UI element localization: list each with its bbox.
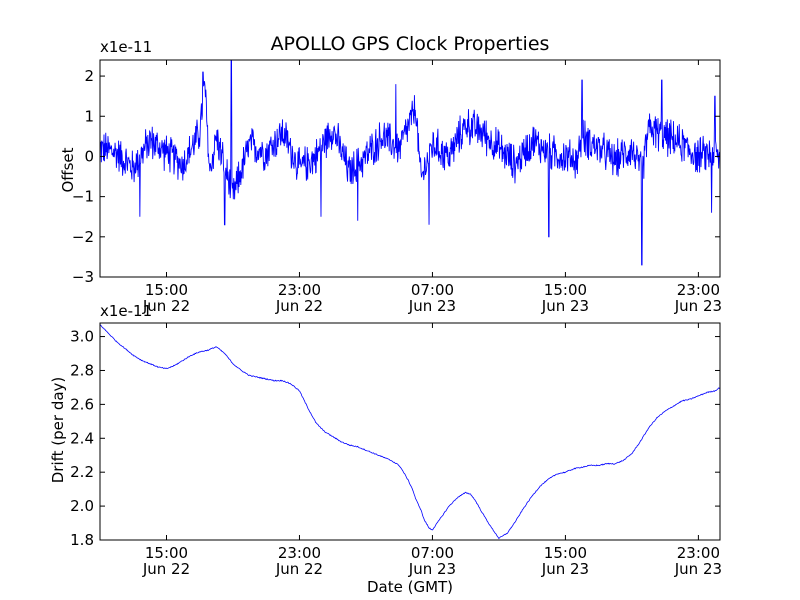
drift-panel: x1e-11 Drift (per day) Date (GMT) 1.8 2.0…: [49, 302, 722, 596]
drift-x-tick-label-time: 15:00: [544, 544, 587, 562]
offset-x-tick-label-time: 07:00: [411, 281, 454, 299]
drift-x-tick-label-time: 23:00: [278, 544, 321, 562]
offset-axes-frame: [99, 59, 721, 278]
drift-x-tick-label-date: Jun 23: [408, 560, 456, 578]
offset-x-tick-label-time: 15:00: [544, 281, 587, 299]
offset-x-tick-label-date: Jun 23: [541, 297, 589, 315]
drift-axes-frame: [99, 322, 721, 541]
drift-x-tick-label-date: Jun 22: [142, 560, 190, 578]
drift-y-tick-label: 3.0: [70, 328, 94, 346]
drift-y-tick-label: 2.6: [70, 395, 94, 413]
offset-x-tick-label-date: Jun 23: [674, 297, 722, 315]
offset-x-tick-label-time: 23:00: [677, 281, 720, 299]
drift-y-tick-label: 1.8: [70, 531, 94, 549]
offset-y-tick-label: −1: [72, 188, 94, 206]
drift-y-axis-label: Drift (per day): [49, 377, 67, 484]
offset-x-tick-label-time: 23:00: [278, 281, 321, 299]
offset-y-tick-label: −2: [72, 228, 94, 246]
offset-x-tick-label-time: 15:00: [145, 281, 188, 299]
offset-y-tick-label: 1: [84, 107, 94, 125]
offset-x-tick-label-date: Jun 22: [275, 297, 323, 315]
drift-scale-label: x1e-11: [100, 302, 152, 320]
drift-x-tick-label-time: 23:00: [677, 544, 720, 562]
drift-y-tick-label: 2.2: [70, 463, 94, 481]
drift-x-tick-label-time: 07:00: [411, 544, 454, 562]
drift-y-tick-label: 2.0: [70, 497, 94, 515]
drift-x-tick-label-date: Jun 22: [275, 560, 323, 578]
offset-series-line: [100, 60, 720, 266]
x-axis-label: Date (GMT): [367, 578, 453, 596]
chart-title: APOLLO GPS Clock Properties: [271, 33, 550, 55]
drift-x-tick-label-date: Jun 23: [674, 560, 722, 578]
offset-y-tick-label: 0: [84, 147, 94, 165]
offset-y-tick-label: 2: [84, 67, 94, 85]
drift-y-tick-label: 2.8: [70, 361, 94, 379]
offset-y-tick-label: −3: [72, 268, 94, 286]
drift-x-tick-label-time: 15:00: [145, 544, 188, 562]
drift-x-tick-label-date: Jun 23: [541, 560, 589, 578]
offset-x-tick-label-date: Jun 22: [142, 297, 190, 315]
offset-x-tick-label-date: Jun 23: [408, 297, 456, 315]
drift-series-line: [100, 324, 720, 540]
drift-y-tick-label: 2.4: [70, 429, 94, 447]
offset-scale-label: x1e-11: [100, 38, 152, 56]
offset-y-axis-label: Offset: [59, 147, 77, 192]
